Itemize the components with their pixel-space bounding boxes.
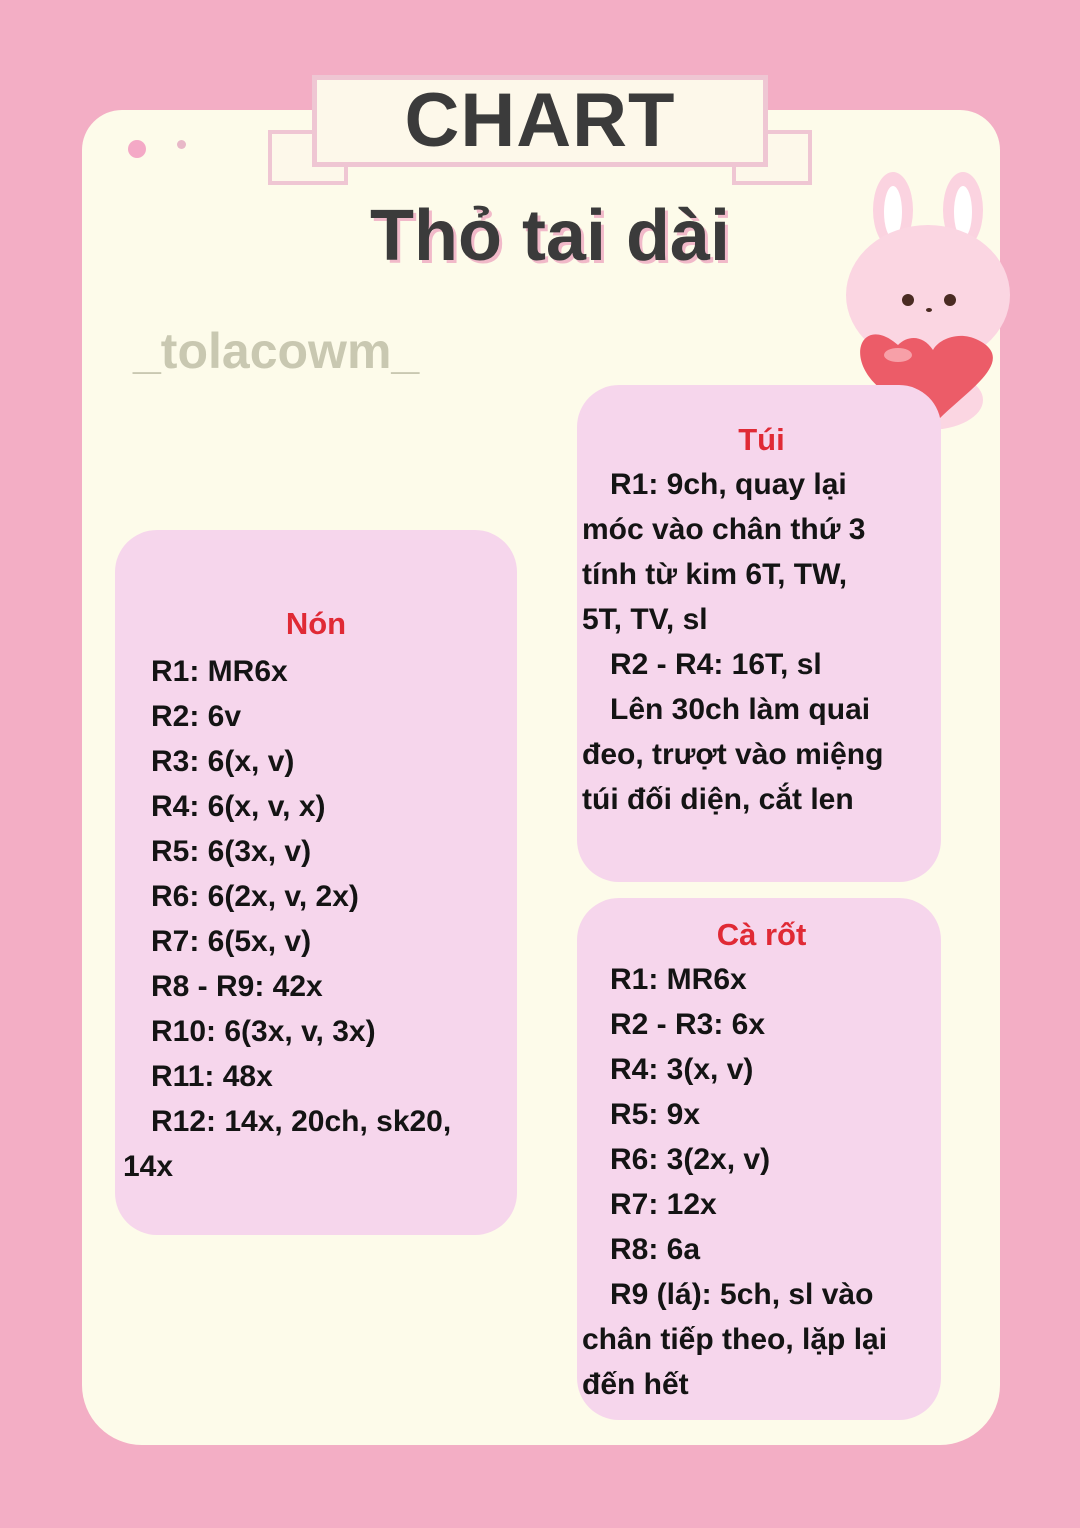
decor-dot [177,140,186,149]
instruction-line: R1: 9ch, quay lại [610,468,847,501]
instruction-line: R7: 6(5x, v) [151,925,312,958]
instruction-line: chân tiếp theo, lặp lại [582,1323,888,1356]
instruction-line: R12: 14x, 20ch, sk20, [151,1105,452,1138]
instruction-line: R10: 6(3x, v, 3x) [151,1015,376,1048]
section-heading: Nón [285,606,347,641]
page-title: Thỏ tai dài [370,196,730,276]
instruction-line: Lên 30ch làm quai [610,693,871,726]
instruction-line: R5: 9x [610,1098,701,1131]
instruction-line: R8: 6a [610,1233,701,1266]
section-heading: Túi [738,422,785,457]
instruction-line: 14x [123,1150,174,1183]
instruction-list: R1: MR6x R2: 6v R3: 6(x, v) R4: 6(x, v, x) R… [123,649,517,1189]
instruction-line: 5T, TV, sl [582,603,708,636]
section-tui: Túi R1: 9ch, quay lại móc vào chân thứ 3 t… [577,385,941,882]
section-non: Nón R1: MR6x R2: 6v R3: 6(x, v) R4: 6(x, v,… [115,530,517,1235]
instruction-line: R7: 12x [610,1188,717,1221]
instruction-line: móc vào chân thứ 3 [582,513,866,546]
instruction-list: R1: MR6x R2 - R3: 6x R4: 3(x, v) R5: 9x R6: … [582,957,941,1407]
instruction-line: đến hết [582,1368,689,1401]
instruction-line: R2 - R3: 6x [610,1008,766,1041]
instruction-line: R2 - R4: 16T, sl [610,648,822,681]
instruction-line: đeo, trượt vào miệng [582,738,884,771]
instruction-line: R4: 6(x, v, x) [151,790,326,823]
instruction-list: R1: 9ch, quay lại móc vào chân thứ 3 tính … [582,462,941,822]
banner-title: CHART [404,78,676,163]
instruction-line: R11: 48x [151,1060,273,1093]
instruction-line: R4: 3(x, v) [610,1053,754,1086]
instruction-line: R9 (lá): 5ch, sl vào [610,1278,874,1311]
instruction-line: tính từ kim 6T, TW, [582,558,848,591]
instruction-line: R3: 6(x, v) [151,745,295,778]
instruction-line: túi đối diện, cắt len [582,783,854,816]
brand-watermark: _tolacowm_ [133,323,420,379]
section-carot: Cà rốt R1: MR6x R2 - R3: 6x R4: 3(x, v) R5:… [577,898,941,1420]
instruction-line: R6: 6(2x, v, 2x) [151,880,359,913]
instruction-line: R6: 3(2x, v) [610,1143,771,1176]
banner: CHART [312,75,768,167]
section-heading: Cà rốt [716,917,807,952]
instruction-line: R1: MR6x [151,655,288,688]
instruction-line: R8 - R9: 42x [151,970,323,1003]
instruction-line: R1: MR6x [610,963,747,996]
decor-dot [128,140,146,158]
instruction-line: R5: 6(3x, v) [151,835,312,868]
instruction-line: R2: 6v [151,700,242,733]
